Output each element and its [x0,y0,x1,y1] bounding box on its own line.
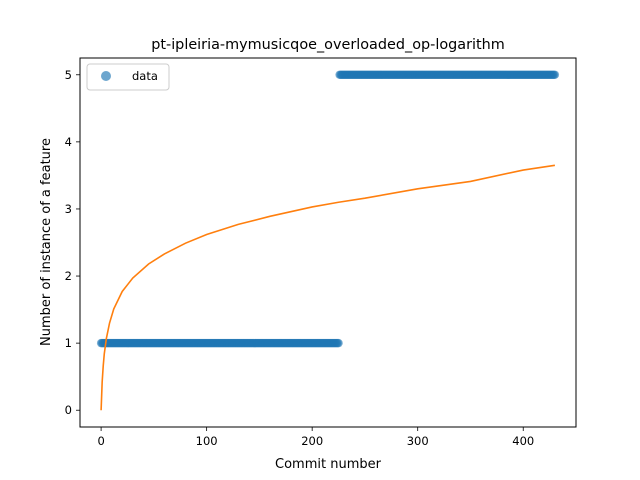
fit-line [100,164,556,411]
data-points [96,70,560,348]
legend: data [86,63,170,91]
x-axis-label: Commit number [275,457,382,472]
y-tick-label: 3 [65,202,72,216]
x-tick-label: 300 [407,434,429,448]
chart-title: pt-ipleiria-mymusicqoe_overloaded_op-log… [151,37,505,53]
data-point [550,70,560,79]
y-tick-label: 0 [65,403,72,417]
y-tick-label: 5 [65,68,72,82]
y-axis-ticks: 0 1 2 3 4 5 [65,68,80,417]
x-axis-ticks: 0 100 200 300 400 [97,427,534,448]
legend-label-data: data [132,69,158,83]
x-tick-label: 400 [512,434,534,448]
plot-area [79,57,577,428]
x-tick-label: 0 [97,434,104,448]
y-tick-label: 2 [65,269,72,283]
y-tick-label: 1 [65,336,72,350]
data-point [334,338,343,348]
y-tick-label: 4 [65,135,72,149]
legend-box [86,63,170,91]
plot-frame [79,57,577,428]
x-tick-label: 100 [196,434,218,448]
x-tick-label: 200 [301,434,323,448]
y-axis-label: Number of instance of a feature [39,138,54,346]
legend-marker-data [101,71,111,81]
